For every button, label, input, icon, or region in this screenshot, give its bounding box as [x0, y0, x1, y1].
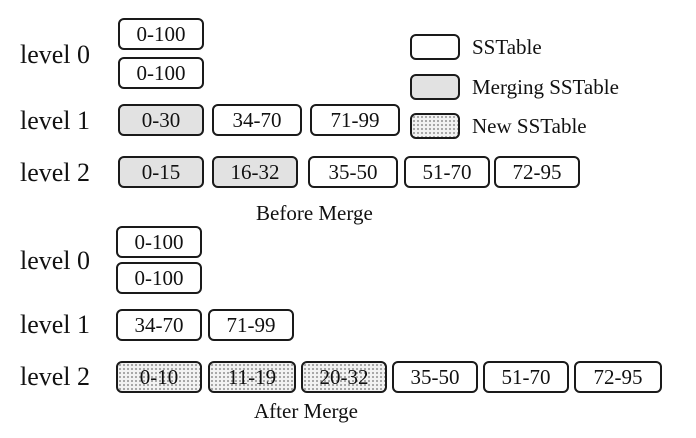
after-level2-sstable-1: 0-10 [116, 361, 202, 393]
before-level2-sstable-4: 51-70 [404, 156, 490, 188]
after-level2-sstable-6: 72-95 [574, 361, 662, 393]
after-level0-sstable-1: 0-100 [116, 226, 202, 258]
legend-sstable-label: SSTable [472, 35, 542, 59]
after-level2-sstable-5: 51-70 [483, 361, 569, 393]
before-level2-sstable-1: 0-15 [118, 156, 204, 188]
legend-sstable-swatch [410, 34, 460, 60]
before-level0-label: level 0 [20, 40, 91, 69]
after-level0-sstable-2: 0-100 [116, 262, 202, 294]
after-level0-label: level 0 [20, 246, 91, 275]
after-level1-sstable-1: 34-70 [116, 309, 202, 341]
before-level1-sstable-1: 0-30 [118, 104, 204, 136]
before-level1-label: level 1 [20, 106, 91, 135]
after-level2-label: level 2 [20, 362, 91, 391]
after-level2-sstable-2: 11-19 [208, 361, 296, 393]
before-level0-sstable-2: 0-100 [118, 57, 204, 89]
before-level2-sstable-5: 72-95 [494, 156, 580, 188]
after-level1-sstable-2: 71-99 [208, 309, 294, 341]
after-merge-caption: After Merge [254, 399, 358, 423]
before-level0-sstable-1: 0-100 [118, 18, 204, 50]
before-level2-sstable-2: 16-32 [212, 156, 298, 188]
before-merge-caption: Before Merge [256, 201, 373, 225]
before-level1-sstable-3: 71-99 [310, 104, 400, 136]
legend-merging-swatch [410, 74, 460, 100]
after-level1-label: level 1 [20, 310, 91, 339]
before-level1-sstable-2: 34-70 [212, 104, 302, 136]
before-level2-label: level 2 [20, 158, 91, 187]
before-level2-sstable-3: 35-50 [308, 156, 398, 188]
after-level2-sstable-4: 35-50 [392, 361, 478, 393]
legend-new-swatch [410, 113, 460, 139]
after-level2-sstable-3: 20-32 [301, 361, 387, 393]
legend-new-label: New SSTable [472, 114, 587, 138]
legend-merging-label: Merging SSTable [472, 75, 619, 99]
